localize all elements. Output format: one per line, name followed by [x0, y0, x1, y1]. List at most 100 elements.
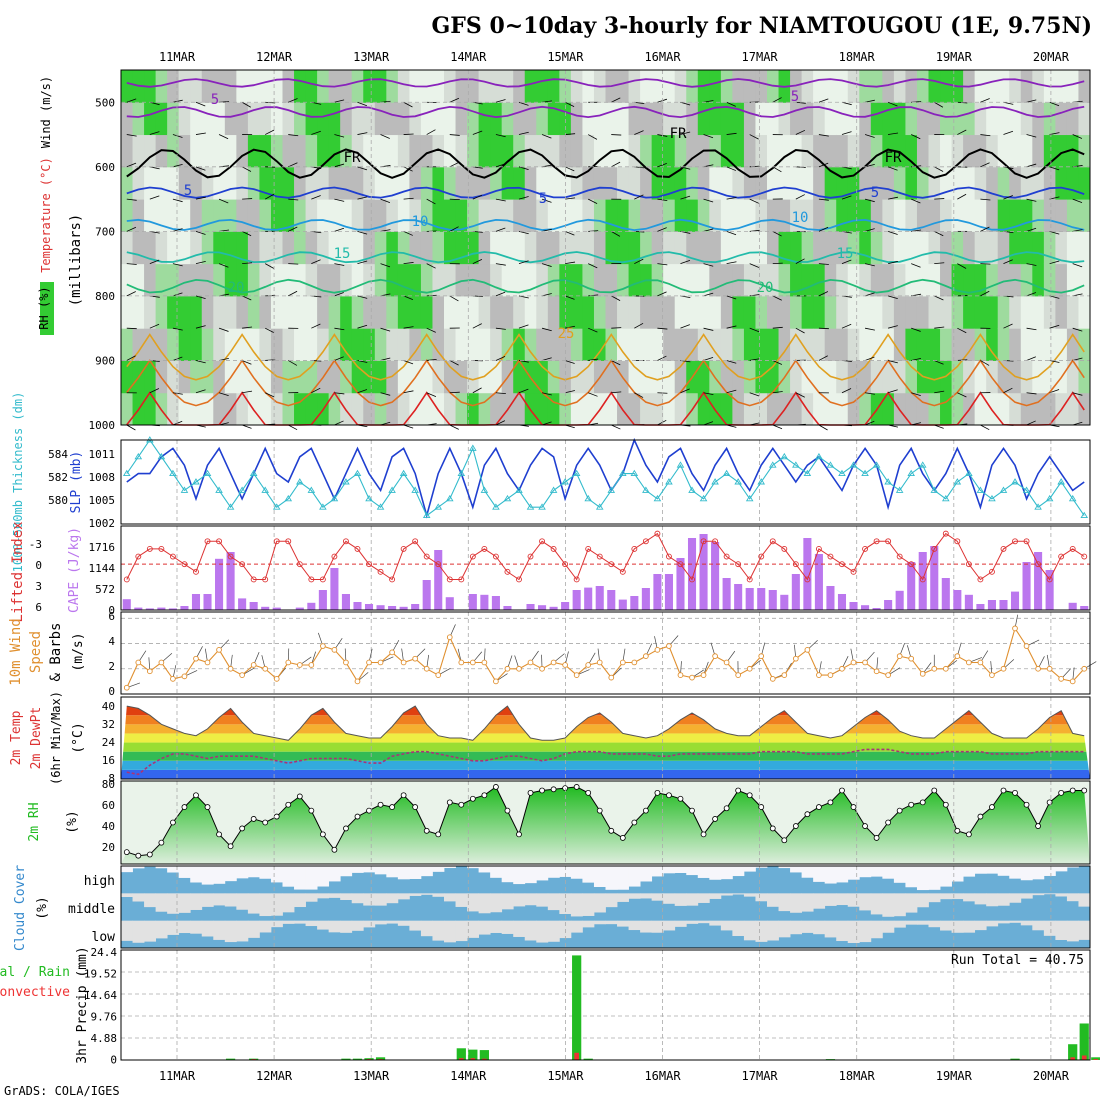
date-label-top: 11MAR: [159, 50, 196, 64]
rh-cell: [732, 199, 745, 232]
rh-cell: [882, 102, 895, 136]
rh-cell: [893, 102, 906, 136]
pressure-tick: 500: [95, 96, 115, 109]
thickness-marker: [169, 469, 177, 477]
cloud-cell: [121, 893, 133, 898]
rh-cell: [859, 328, 872, 361]
rh-cell: [305, 102, 318, 136]
rh-cell: [144, 263, 157, 297]
cloud-cell: [132, 893, 145, 902]
rh-cell: [928, 199, 941, 232]
wind-speed-marker: [366, 659, 372, 666]
wind-barb: [888, 325, 898, 329]
wind-speed-marker: [827, 672, 834, 678]
rh-marker: [389, 804, 395, 810]
rh-marker: [908, 801, 915, 808]
rh-cell: [570, 295, 583, 329]
cape-bar: [249, 602, 258, 610]
rh-cell: [1043, 231, 1056, 265]
thickness-marker: [215, 486, 223, 493]
rh-cell: [236, 360, 249, 394]
wind-barb: [726, 132, 737, 135]
rh-cell: [1055, 231, 1068, 265]
lifted-index-marker: [204, 538, 211, 545]
cape-bar: [1022, 562, 1031, 610]
rh-cell: [905, 392, 918, 426]
thickness-marker: [411, 486, 419, 493]
wind-barb: [772, 391, 783, 394]
wind-barb: [703, 134, 714, 139]
rh-cell: [374, 360, 387, 394]
wind-speed-marker: [781, 672, 788, 678]
rh-cell: [490, 70, 503, 103]
rh-cell: [432, 166, 445, 200]
wind-barb: [172, 292, 183, 297]
cape-bar: [884, 600, 893, 610]
rh-cell: [236, 134, 249, 168]
temp-line: [126, 705, 1085, 741]
wind-tick: 4: [108, 635, 115, 648]
rh-cell: [1020, 199, 1033, 232]
cape-bar: [907, 562, 916, 610]
rh-cell: [582, 392, 595, 426]
precip-convective-label: Convective: [0, 985, 70, 1000]
wind-barb: [911, 198, 921, 204]
wind-barb: [126, 226, 137, 232]
rh-cell: [974, 392, 987, 426]
lifted-index-marker: [723, 553, 730, 560]
rh-cell: [1032, 166, 1045, 200]
rh-cell: [628, 231, 641, 265]
cloud-cell: [847, 866, 860, 880]
rh-marker: [896, 807, 903, 814]
rh-cell: [974, 102, 987, 136]
wind-barb: [588, 134, 598, 140]
thickness-marker: [538, 503, 546, 510]
temp-band: [121, 751, 1090, 761]
cape-bar: [180, 606, 189, 610]
wind-barb: [795, 101, 806, 104]
cloud-cell: [628, 893, 641, 899]
cloud-cell: [513, 893, 526, 907]
wind-barb: [288, 226, 298, 232]
rh-cell: [351, 328, 364, 361]
rh-cell: [732, 70, 745, 103]
thickness-marker: [1045, 494, 1054, 502]
date-label-bottom: 20MAR: [1033, 1069, 1070, 1083]
rh-cell: [813, 295, 826, 329]
rh-cell: [686, 295, 699, 329]
wind-barb: [126, 327, 137, 330]
rh-cell: [386, 166, 399, 200]
rh-cell: [374, 166, 387, 200]
rh-cell: [617, 166, 630, 200]
date-label-top: 12MAR: [256, 50, 293, 64]
wind-barb: [1072, 263, 1083, 268]
wind-barb: [495, 356, 506, 361]
wind-barb: [634, 258, 644, 264]
cloud-cell: [790, 866, 803, 873]
cloud-cell: [836, 893, 849, 906]
wind-barb: [772, 262, 783, 265]
wind-barb: [888, 260, 898, 265]
wind-barb: [334, 198, 345, 202]
wind-barb: [518, 388, 529, 394]
rh-cell: [974, 328, 987, 361]
cape-bar: [918, 552, 927, 610]
rh-cell: [732, 328, 745, 361]
slp-tick: 1005: [89, 494, 116, 507]
wind-speed-marker: [954, 653, 961, 660]
wind-barb: [588, 198, 598, 204]
wind-barb: [495, 198, 506, 202]
temp-range-label: (6hr Min/Max): [49, 691, 63, 785]
wind-speed-marker: [769, 676, 776, 682]
wind-barb: [518, 101, 529, 106]
wind-barb: [241, 360, 252, 365]
wind-barb: [680, 260, 691, 265]
wind-speed-axis-label: Speed: [28, 631, 44, 673]
rh-cell: [420, 166, 433, 200]
wind-speed-marker: [193, 655, 199, 662]
cloud-cell: [455, 920, 468, 942]
surface-temperature-contour: [126, 333, 1085, 381]
rh-cell: [570, 328, 583, 361]
wind-barb: [680, 324, 690, 329]
rh-cell: [651, 295, 664, 329]
